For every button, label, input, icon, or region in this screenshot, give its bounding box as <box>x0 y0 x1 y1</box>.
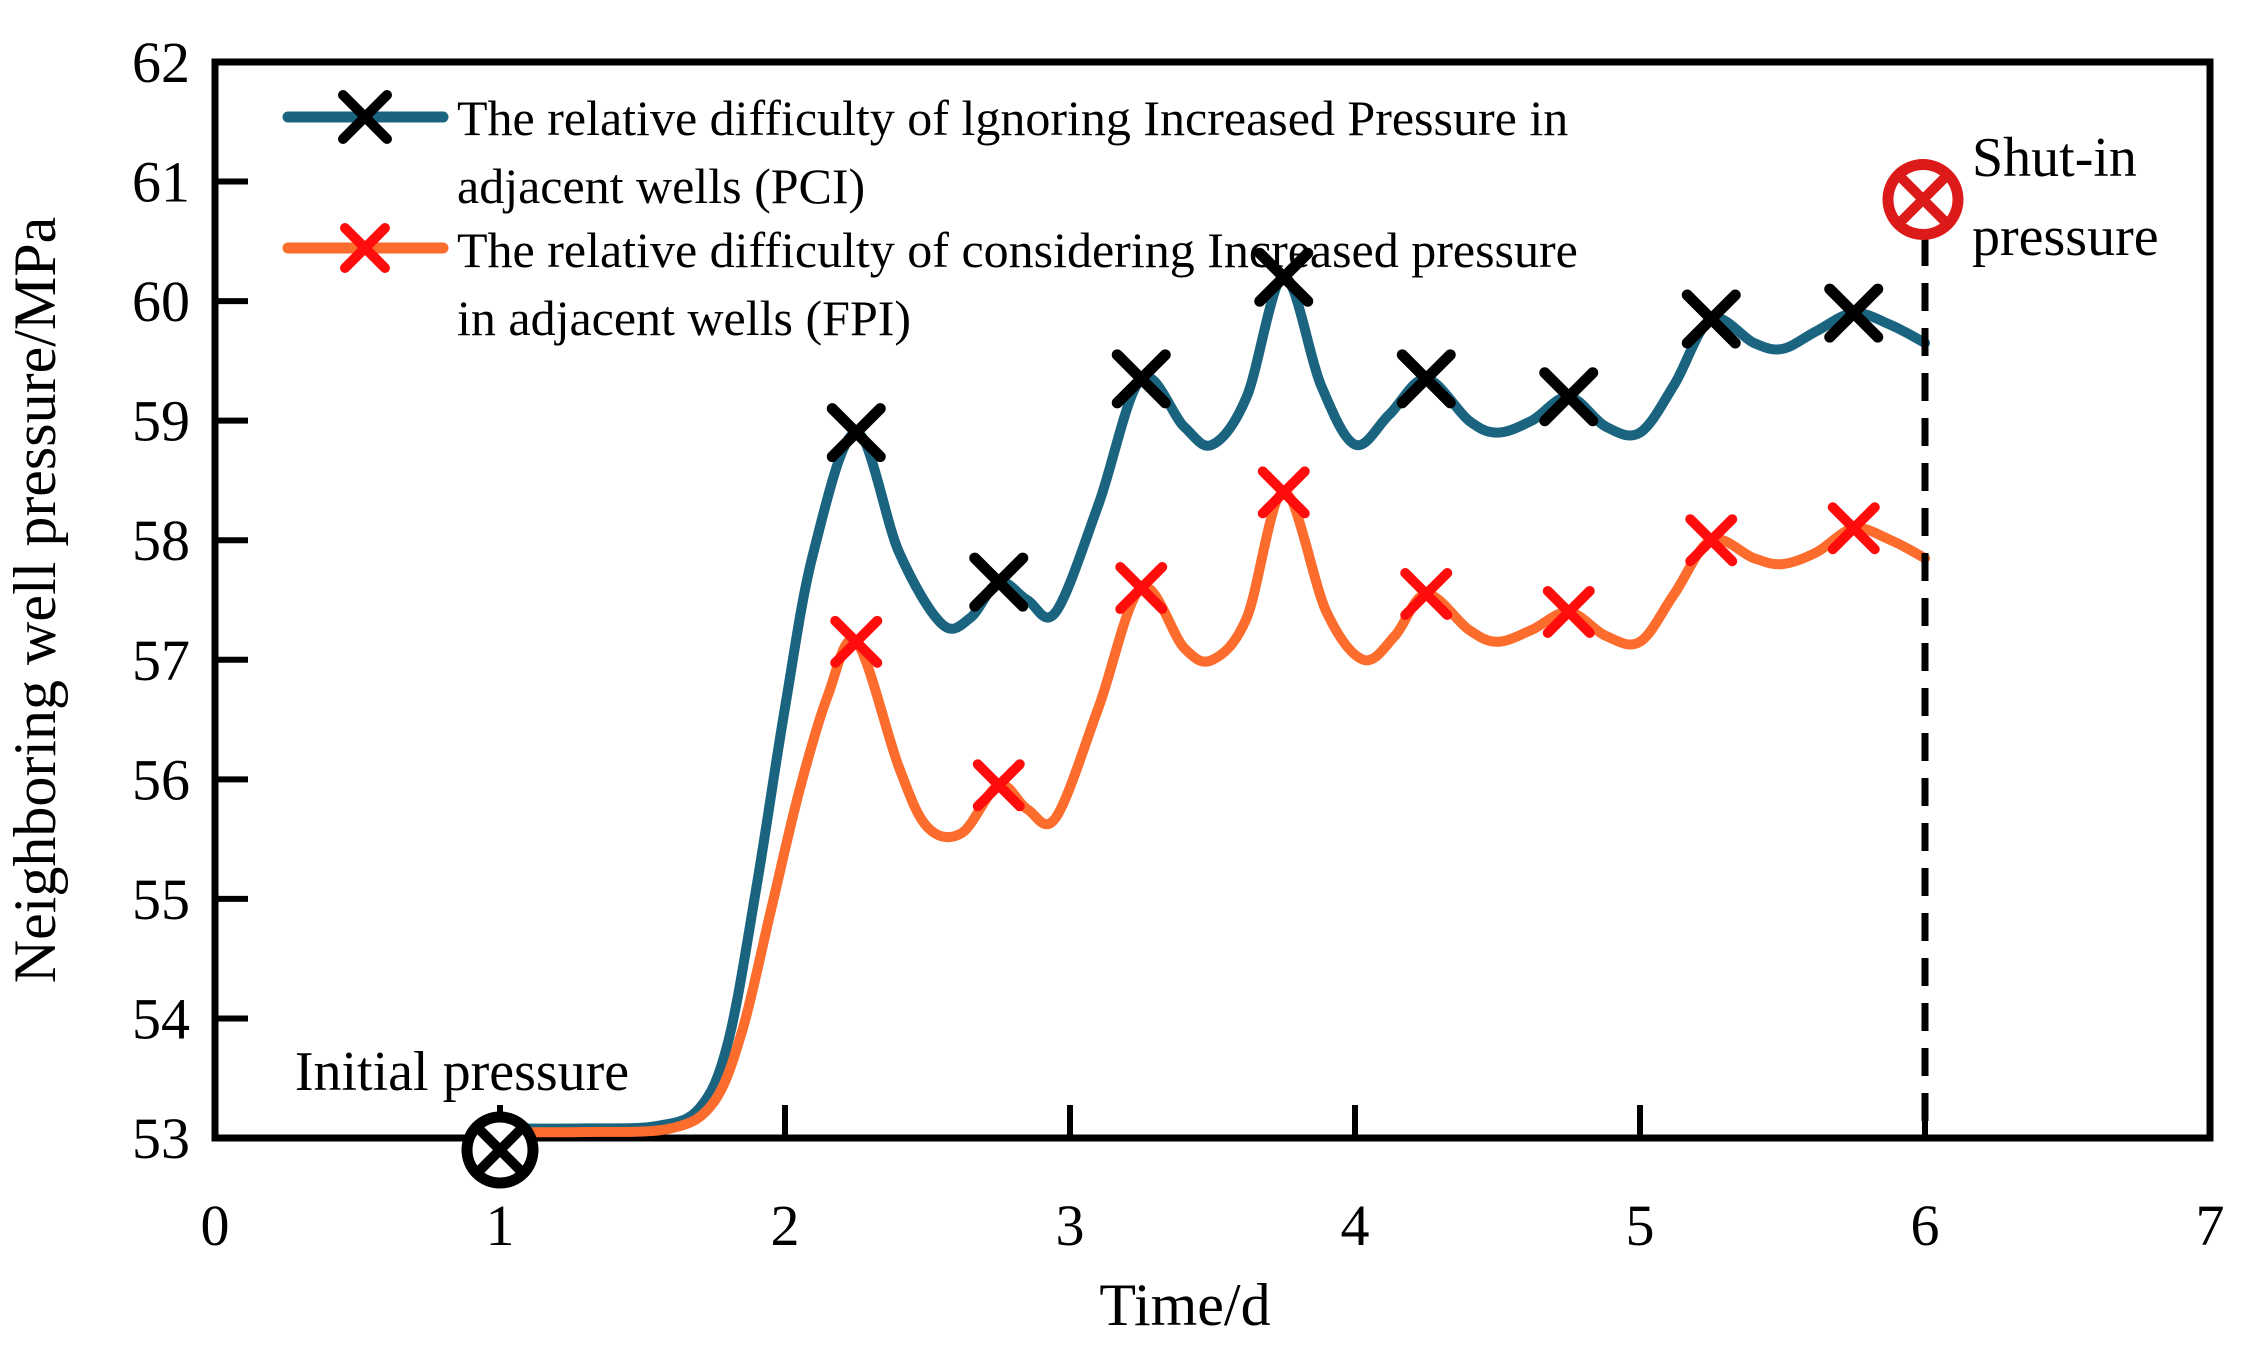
initial-pressure-label: Initial pressure <box>295 1041 629 1103</box>
pci-data-marker <box>1111 349 1171 409</box>
series-line-fpi <box>495 487 1930 1138</box>
plot-frame <box>211 58 2214 1142</box>
fpi-data-marker <box>1400 568 1453 621</box>
fpi-data-marker <box>1542 585 1595 638</box>
shutin-pressure-label: pressure <box>1972 206 2159 268</box>
y-tick-label: 60 <box>132 269 190 334</box>
x-tick-label: 6 <box>1911 1193 1940 1258</box>
y-tick-label: 57 <box>132 628 190 693</box>
initial-pressure-marker <box>461 1111 539 1189</box>
y-tick-label: 55 <box>132 867 190 932</box>
y-tick-label: 61 <box>132 150 190 215</box>
fpi-data-marker <box>1115 562 1168 615</box>
x-tick-label: 3 <box>1056 1193 1085 1258</box>
fpi-data-marker <box>972 759 1025 812</box>
legend-label: The relative difficulty of lgnoring Incr… <box>457 90 1568 146</box>
y-tick-label: 58 <box>132 508 190 573</box>
pci-data-marker <box>826 403 886 463</box>
fpi-data-marker <box>1257 466 1310 519</box>
x-tick-label: 5 <box>1626 1193 1655 1258</box>
shutin-pressure-label: Shut-in <box>1972 127 2137 189</box>
y-tick-label: 54 <box>132 986 190 1051</box>
pci-data-marker <box>1396 349 1456 409</box>
x-tick-label: 7 <box>2196 1193 2225 1258</box>
pci-data-marker <box>1254 247 1314 307</box>
y-tick-label: 53 <box>132 1106 190 1171</box>
legend-marker-sample <box>338 90 392 144</box>
y-tick-label: 62 <box>132 30 190 95</box>
legend-label: adjacent wells (PCI) <box>457 158 865 214</box>
y-axis-title: Neighboring well pressure/MPa <box>2 217 68 984</box>
legend-label: in adjacent wells (FPI) <box>457 290 911 346</box>
fpi-data-marker <box>830 615 883 668</box>
x-tick-label: 4 <box>1341 1193 1370 1258</box>
x-tick-label: 1 <box>486 1193 515 1258</box>
pci-data-marker <box>1539 367 1599 427</box>
pci-data-marker <box>1824 283 1884 343</box>
y-tick-label: 59 <box>132 389 190 454</box>
fpi-data-marker <box>1827 502 1880 555</box>
fpi-data-marker <box>1685 514 1738 567</box>
y-tick-label: 56 <box>132 747 190 812</box>
x-axis-title: Time/d <box>1099 1272 1270 1338</box>
x-tick-label: 2 <box>771 1193 800 1258</box>
pci-data-marker <box>969 552 1029 612</box>
legend-marker-sample <box>340 223 390 273</box>
x-tick-label: 0 <box>201 1193 230 1258</box>
legend-label: The relative difficulty of considering I… <box>457 222 1578 278</box>
series-line-pci <box>495 272 1930 1134</box>
shutin-pressure-marker <box>1882 158 1964 240</box>
pci-data-marker <box>1681 289 1741 349</box>
